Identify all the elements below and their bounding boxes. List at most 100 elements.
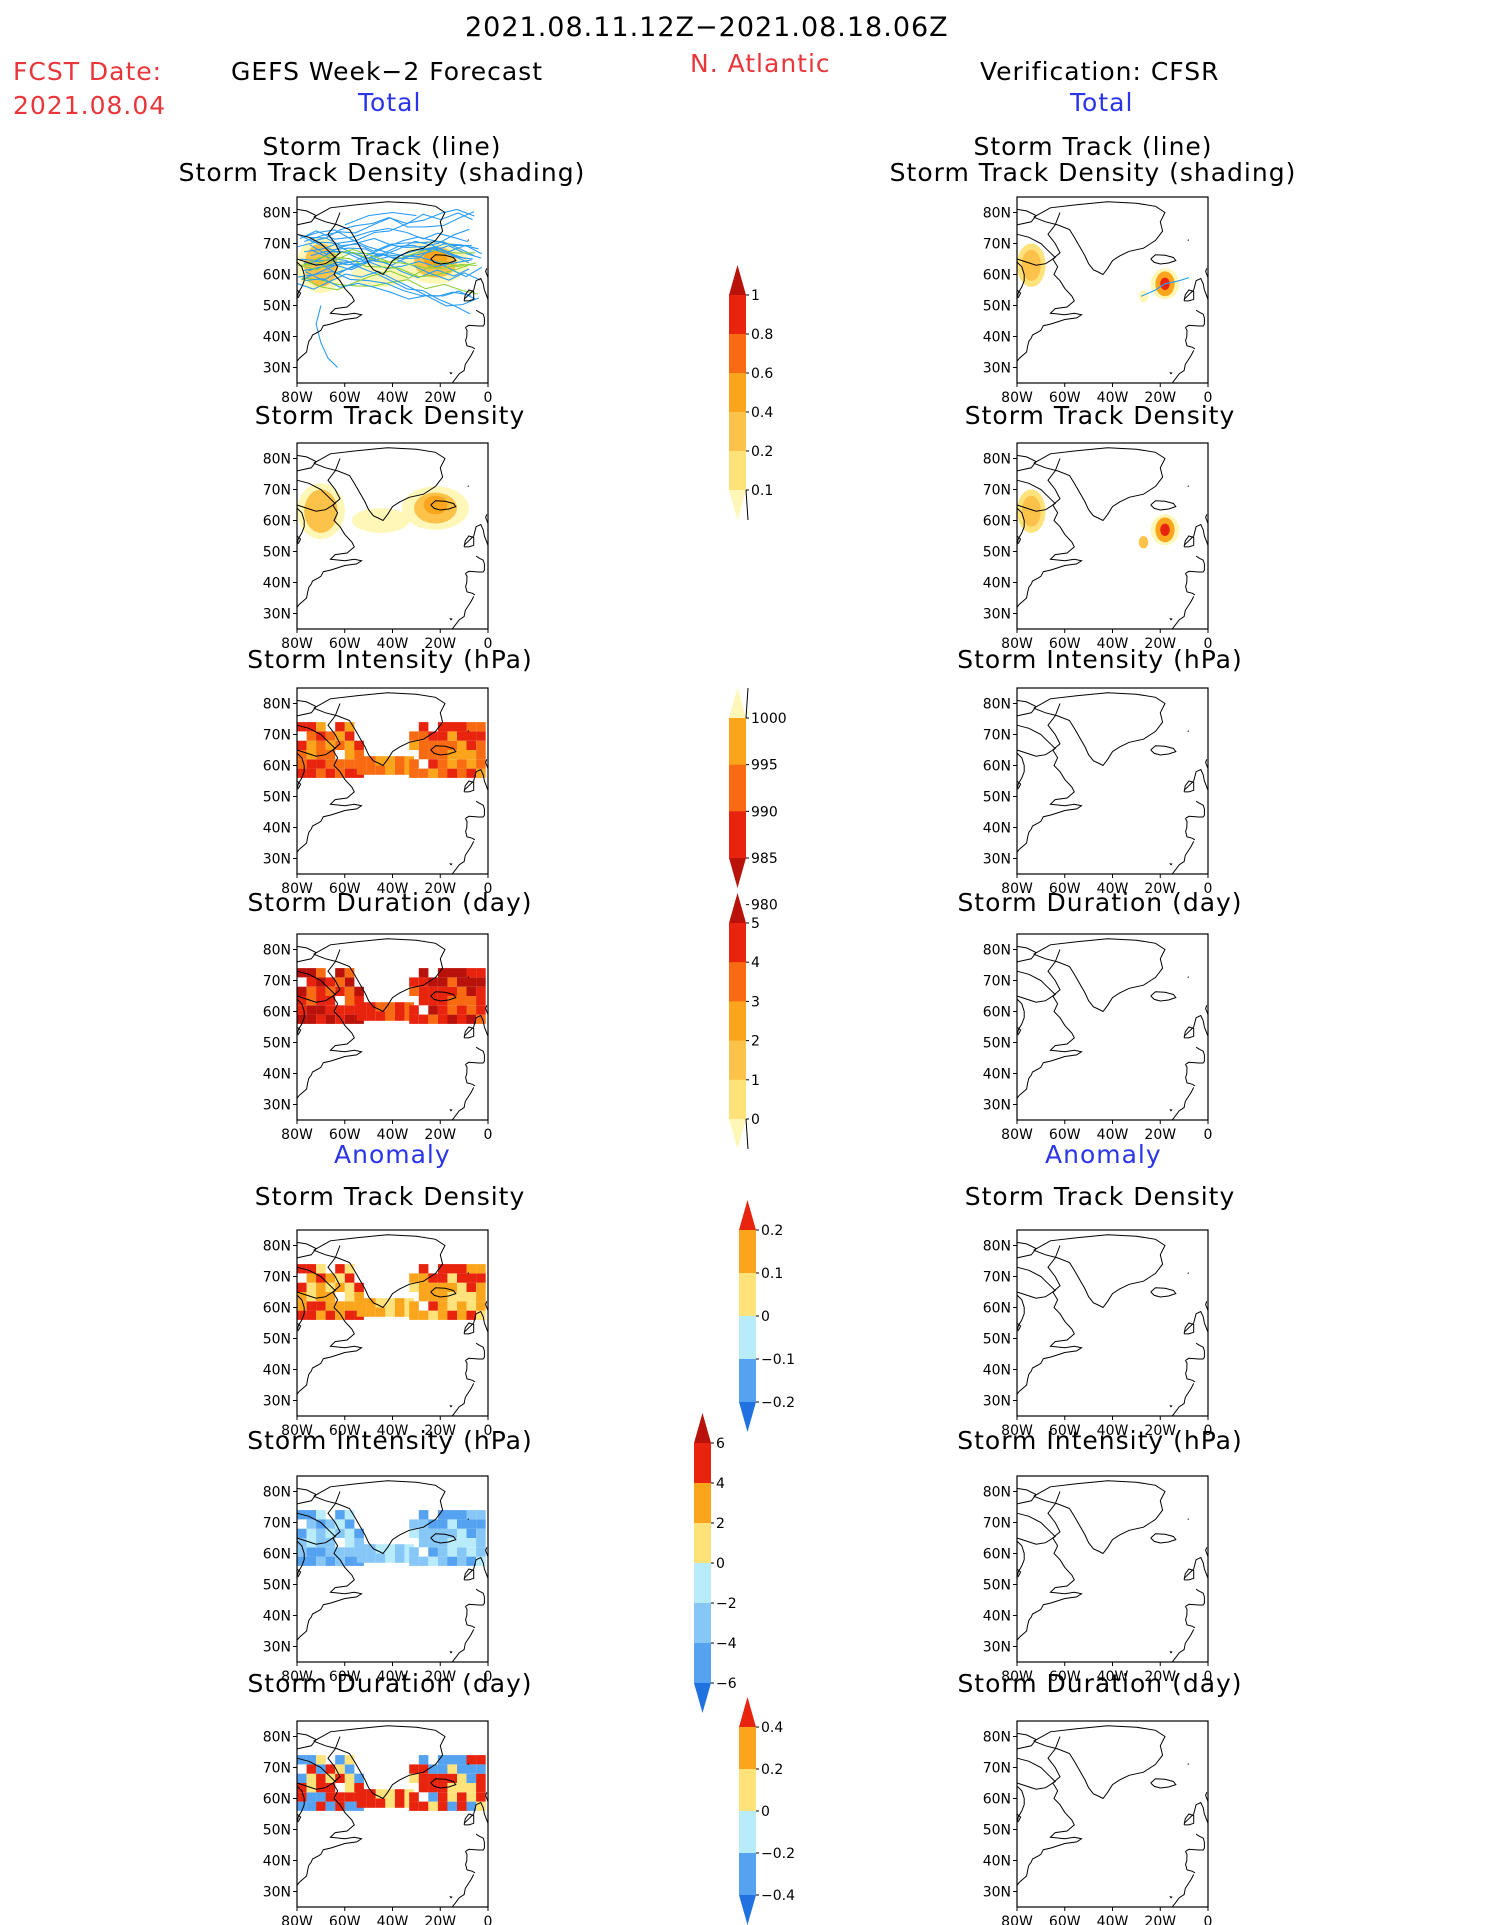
fcst-anom-intensity-coastline [296, 1487, 317, 1505]
verif-anom-duration-ytick-label: 80N [983, 1730, 1011, 1746]
fcst-anom-intensity-cell [375, 1544, 386, 1554]
fcst-total-duration-cell [325, 977, 336, 987]
verif-total-duration-coastline [1016, 949, 1083, 1099]
fcst-anom-intensity-cell [428, 1538, 438, 1548]
verif-anom-intensity-ytick-label: 60N [983, 1547, 1011, 1563]
fcst-anom-density-cell [344, 1310, 355, 1320]
fcst-anom-intensity-cell [394, 1544, 405, 1554]
fcst-anom-duration-cell [344, 1755, 355, 1765]
fcst-total-intensity-cell [335, 722, 345, 732]
verif-anom-intensity-panel: 80N 70N 60N 50N 40N 30N 80W 60W 40W 20W 0 [983, 1475, 1213, 1685]
verif-total-duration-coastline [1150, 991, 1177, 1002]
colorbar-intensity-anomaly-label: 6 [716, 1436, 725, 1452]
fcst-anom-density-cell [428, 1310, 438, 1320]
verif-anom-density-title: Storm Track Density [964, 1182, 1236, 1211]
fcst-anom-density-cell [356, 1298, 367, 1308]
fcst-total-intensity-cell [476, 722, 486, 732]
verif-total-density-coastline [1171, 596, 1195, 630]
colorbar-duration-total-open-edge [745, 1118, 749, 1150]
colorbar-duration-total-segment [729, 1079, 746, 1120]
fcst-anom-duration-cell [428, 1792, 438, 1802]
fcst-anom-density-cell [316, 1310, 326, 1320]
verif-track-title-line1: Storm Track (line) [973, 132, 1213, 161]
fcst-anom-duration-cell [437, 1764, 448, 1774]
verif-total-density-xtick-label: 40W [1097, 636, 1129, 652]
fcst-total-intensity-cell [325, 768, 336, 778]
colorbar-track-density-total-segment [729, 295, 746, 335]
fcst-total-density-coastline [464, 572, 476, 596]
fcst-total-duration-cell [409, 986, 419, 996]
verif-total-density-xtick-label: 80W [1001, 636, 1033, 652]
verif-total-intensity-coastline [1171, 841, 1195, 875]
fcst-anom-density-cell [385, 1298, 395, 1308]
fcst-anom-density-panel: 80N 70N 60N 50N 40N 30N 80W 60W 40W 20W 0 [263, 1229, 492, 1439]
fcst-anom-intensity-xtick-label: 20W [424, 1669, 456, 1685]
verification-column-title: Verification: CFSR [980, 57, 1220, 86]
verif-anom-duration-coastline [1171, 1874, 1195, 1908]
fcst-total-intensity-ytick-label: 60N [263, 759, 291, 775]
fcst-anom-density-ytick-label: 50N [263, 1332, 291, 1348]
fcst-anom-duration-cell [375, 1798, 386, 1808]
fcst-anom-intensity-xtick-label: 40W [377, 1669, 409, 1685]
verif-total-duration-coastline [1016, 1026, 1022, 1036]
fcst-total-intensity-cell [476, 740, 486, 750]
fcst-anom-density-cell [418, 1273, 429, 1283]
verif-total-intensity-coastline [1150, 745, 1177, 756]
fcst-anom-duration-cell [457, 1773, 467, 1783]
region-title: N. Atlantic [690, 49, 831, 78]
fcst-total-intensity-coastline [465, 800, 485, 819]
colorbar-duration-total-label: 2 [751, 1034, 760, 1050]
fcst-total-duration-cell [437, 986, 448, 996]
fcst-total-density-xtick-label: 40W [377, 636, 409, 652]
fcst-total-duration-cell [428, 977, 438, 987]
fcst-anom-density-ytick-label: 30N [263, 1394, 291, 1410]
fcst-anom-density-cell [476, 1292, 486, 1302]
fcst-total-duration-cell [476, 968, 486, 978]
fcst-anom-intensity-coastline [467, 1518, 470, 1520]
fcst-total-track-track-line [298, 234, 483, 257]
verif-total-track-xtick-label: 20W [1144, 390, 1176, 406]
fcst-total-duration-xtick-label: 40W [377, 1127, 409, 1143]
fcst-total-intensity-cell [356, 765, 367, 775]
verif-total-intensity-coastline [1183, 768, 1209, 791]
fcst-total-track-track-line [310, 246, 466, 261]
forecast-total-heading: Total [358, 88, 422, 117]
fcst-total-density-xtick-label: 60W [329, 636, 361, 652]
fcst-total-duration-cell [457, 1014, 467, 1024]
fcst-total-duration-cell [354, 996, 364, 1006]
fcst-anom-intensity-cell [418, 1538, 429, 1548]
fcst-total-intensity-cell [428, 768, 438, 778]
fcst-anom-duration-cell [325, 1792, 336, 1802]
verif-anom-intensity-coastline [1187, 1518, 1190, 1520]
colorbar-intensity-total-segment [729, 811, 746, 859]
verif-anom-intensity-xtick-label: 0 [1204, 1669, 1213, 1685]
fcst-anom-density-cell [354, 1292, 364, 1302]
fcst-anom-duration-cell [447, 1755, 457, 1765]
verif-anom-intensity-ytick-label: 50N [983, 1578, 1011, 1594]
fcst-total-duration-cell [428, 1005, 438, 1015]
fcst-anom-duration-cell [437, 1755, 448, 1765]
verif-total-duration-coastline [1187, 976, 1190, 978]
fcst-total-duration-cell [466, 1005, 477, 1015]
fcst-total-intensity-cell [316, 768, 326, 778]
fcst-anom-density-xtick-label: 20W [424, 1423, 456, 1439]
fcst-total-intensity-xtick-label: 80W [281, 881, 313, 897]
fcst-anom-intensity-cell [325, 1538, 336, 1548]
fcst-total-intensity-cell [325, 731, 336, 741]
fcst-anom-intensity-cell [437, 1556, 448, 1566]
fcst-total-duration-cell [466, 968, 477, 978]
verif-total-track-ytick-label: 60N [983, 268, 1011, 284]
verif-total-duration-xtick-label: 60W [1049, 1127, 1081, 1143]
fcst-anom-density-xtick-label: 40W [377, 1423, 409, 1439]
verif-total-track-ytick-label: 70N [983, 237, 1011, 253]
verif-total-density-coastline [1169, 617, 1173, 621]
fcst-anom-density-cell [394, 1298, 405, 1308]
verif-total-track-track-line [1140, 277, 1190, 297]
verif-total-intensity-coastline [1183, 780, 1195, 793]
fcst-total-duration-cell [366, 1002, 376, 1012]
fcst-total-duration-coastline [296, 970, 336, 1003]
verif-anom-duration-xtick-label: 20W [1144, 1914, 1176, 1925]
verif-anom-intensity-coastline [1150, 1533, 1177, 1544]
verif-total-density-coastline [1016, 454, 1037, 472]
fcst-total-intensity-coastline [463, 768, 489, 791]
